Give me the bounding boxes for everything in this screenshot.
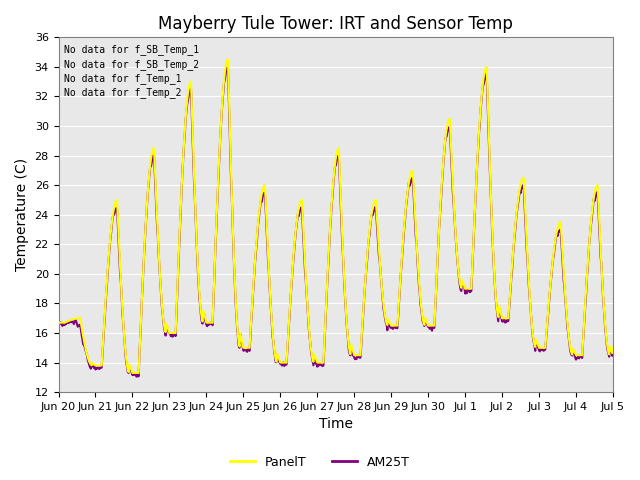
Text: No data for f_SB_Temp_1: No data for f_SB_Temp_1 xyxy=(64,45,199,55)
Y-axis label: Temperature (C): Temperature (C) xyxy=(15,158,29,271)
Text: No data for f_SB_Temp_2: No data for f_SB_Temp_2 xyxy=(64,59,199,70)
Legend: PanelT, AM25T: PanelT, AM25T xyxy=(225,451,415,474)
Title: Mayberry Tule Tower: IRT and Sensor Temp: Mayberry Tule Tower: IRT and Sensor Temp xyxy=(158,15,513,33)
Text: No data for f_Temp_2: No data for f_Temp_2 xyxy=(64,87,182,98)
X-axis label: Time: Time xyxy=(319,418,353,432)
Text: No data for f_Temp_1: No data for f_Temp_1 xyxy=(64,73,182,84)
